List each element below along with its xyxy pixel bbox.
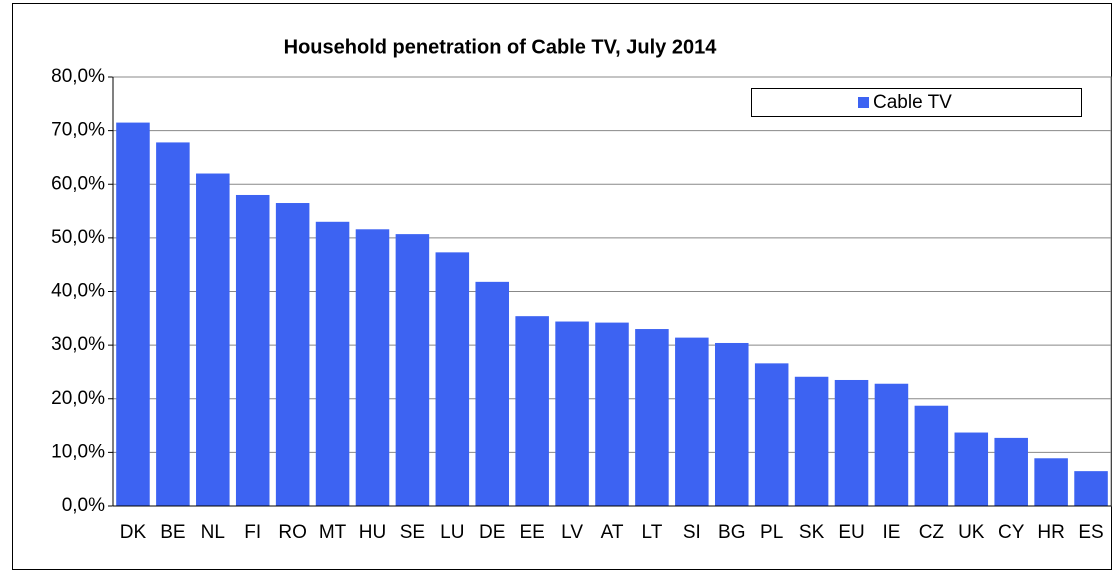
bar [475,281,510,506]
legend-box [751,88,1082,117]
y-tick-label: 10,0% [51,441,105,462]
x-tick-label: IE [882,522,900,543]
x-tick-label: LU [440,522,464,543]
x-tick-label: CY [998,522,1025,543]
x-tick-label: SE [400,522,425,543]
x-tick-label: AT [601,522,624,543]
bar [1074,471,1108,506]
x-tick-label: LV [561,522,583,543]
bar [196,173,230,506]
x-tick-label: RO [278,522,307,543]
y-tick-label: 20,0% [51,388,105,409]
bar [954,432,989,506]
bar [635,329,669,506]
bar [156,142,190,507]
bar [275,203,310,507]
y-tick-label: 30,0% [51,334,105,355]
bar [395,234,430,506]
bar [355,229,390,507]
legend-label: Cable TV [873,92,952,113]
bar [994,437,1028,506]
bar [435,252,470,506]
x-tick-label: NL [201,522,225,543]
bar [675,337,709,506]
x-tick-label: EU [838,522,864,543]
x-tick-label: SI [683,522,701,543]
bar [555,321,589,506]
bar [754,363,789,506]
x-tick-label: BE [160,522,185,543]
y-tick-label: 70,0% [51,120,105,141]
legend-swatch [858,97,869,108]
x-tick-label: FI [244,522,261,543]
x-tick-label: MT [319,522,347,543]
x-tick-label: CZ [919,522,945,543]
bar [834,379,869,506]
bar [1034,458,1068,506]
x-tick-label: HU [359,522,386,543]
y-tick-label: 40,0% [51,281,105,302]
bar [515,316,549,506]
bar [714,342,749,506]
x-tick-label: ES [1078,522,1103,543]
bar [235,194,270,506]
x-tick-label: SK [799,522,825,543]
x-tick-label: HR [1037,522,1064,543]
bar [794,376,829,506]
bar [595,322,629,506]
y-tick-label: 50,0% [51,227,105,248]
bar [914,405,949,506]
bar [315,221,350,506]
x-tick-label: DK [120,522,147,543]
chart-title: Household penetration of Cable TV, July … [284,36,718,58]
x-tick-label: PL [760,522,783,543]
bar [874,383,909,506]
x-tick-label: EE [519,522,544,543]
y-tick-label: 0,0% [62,495,105,516]
x-tick-label: DE [479,522,505,543]
y-tick-label: 80,0% [51,66,105,87]
x-tick-label: UK [958,522,985,543]
y-tick-label: 60,0% [51,173,105,194]
bar [116,122,150,507]
x-tick-label: BG [718,522,745,543]
x-tick-label: LT [642,522,663,543]
